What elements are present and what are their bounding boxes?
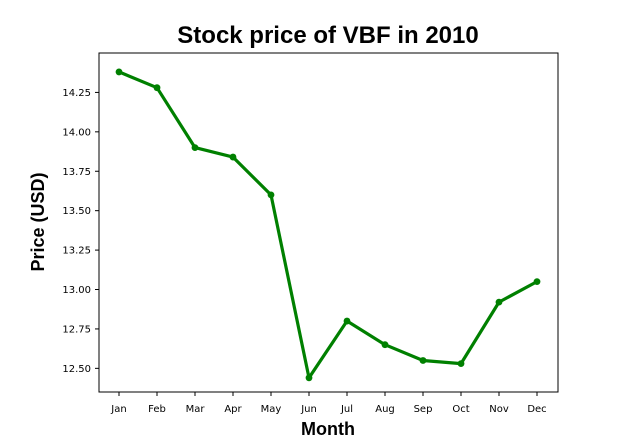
y-tick-label: 12.75 <box>62 324 91 335</box>
x-tick-label: Jan <box>110 404 126 415</box>
x-tick-label: Apr <box>224 404 242 415</box>
y-axis-title: Price (USD) <box>28 172 48 271</box>
y-tick-label: 13.25 <box>62 246 91 257</box>
x-tick-label: Nov <box>489 404 509 415</box>
series-line <box>117 70 539 380</box>
x-tick-label: Jun <box>300 404 317 415</box>
y-tick-label: 13.75 <box>62 167 91 178</box>
data-point <box>533 278 541 286</box>
x-tick-label: Jul <box>340 404 353 415</box>
x-tick-label: Sep <box>414 404 433 415</box>
data-point <box>419 357 427 364</box>
data-point <box>115 68 123 76</box>
x-axis-ticks: Jan Feb Mar Apr May Jun Jul Aug Sep Oct Nov Dec <box>110 392 547 415</box>
data-point <box>191 144 199 152</box>
data-point <box>153 84 161 92</box>
y-tick-label: 13.50 <box>62 206 91 217</box>
chart-title: Stock price of VBF in 2010 <box>177 22 478 49</box>
x-tick-label: Dec <box>527 404 546 415</box>
y-axis-ticks: 12.50 12.75 13.00 13.25 13.50 13.75 14.00 14.25 <box>62 88 99 375</box>
x-tick-label: May <box>261 404 282 415</box>
y-tick-label: 14.25 <box>62 88 91 99</box>
y-tick-label: 14.00 <box>62 127 91 138</box>
data-point <box>381 341 389 349</box>
y-tick-label: 13.00 <box>62 285 91 296</box>
data-points <box>115 68 541 382</box>
data-point <box>305 374 313 382</box>
x-tick-label: Aug <box>375 404 395 415</box>
data-point <box>267 191 275 199</box>
x-tick-label: Mar <box>186 404 206 415</box>
data-point <box>495 298 503 306</box>
data-point <box>229 153 237 161</box>
y-tick-label: 12.50 <box>62 364 91 375</box>
x-tick-label: Oct <box>452 404 469 415</box>
plot-area-frame <box>98 52 559 393</box>
x-tick-label: Feb <box>148 404 166 415</box>
data-point <box>457 360 465 368</box>
x-axis-title: Month <box>301 419 355 439</box>
data-point <box>343 317 351 325</box>
